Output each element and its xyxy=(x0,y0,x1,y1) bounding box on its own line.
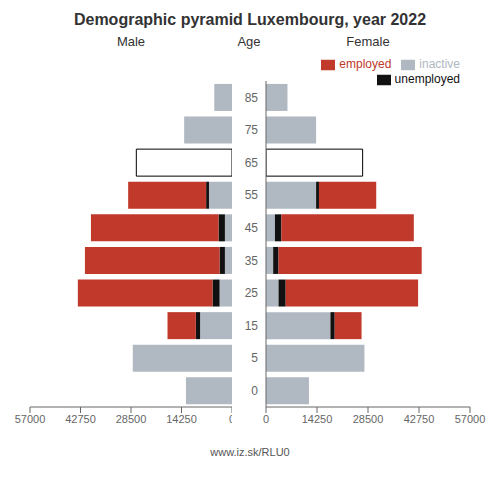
html-text:Female: Female xyxy=(346,34,390,49)
svg-text:65: 65 xyxy=(245,156,259,170)
html-text:Male: Male xyxy=(116,34,146,49)
svg-text:57000: 57000 xyxy=(15,413,46,425)
svg-text:42750: 42750 xyxy=(404,413,435,425)
svg-text:45: 45 xyxy=(245,221,259,235)
svg-text:15: 15 xyxy=(245,319,259,333)
html-text:employed: employed xyxy=(339,57,392,71)
svg-text:0: 0 xyxy=(229,413,232,425)
svg-text:42750: 42750 xyxy=(65,413,96,425)
html-text:www.iz.sk/RLU0: www.iz.sk/RLU0 xyxy=(210,446,290,458)
html-text:unemployed: unemployed xyxy=(394,71,460,86)
svg-text:14250: 14250 xyxy=(302,413,333,425)
svg-text:55: 55 xyxy=(245,188,259,202)
svg-text:25: 25 xyxy=(245,286,259,300)
svg-text:75: 75 xyxy=(245,123,259,137)
svg-text:14250: 14250 xyxy=(166,413,197,425)
html-text:inactive: inactive xyxy=(419,57,460,71)
html-text:Age: Age xyxy=(237,34,261,49)
svg-text:28500: 28500 xyxy=(116,413,147,425)
svg-text:5: 5 xyxy=(251,351,258,365)
svg-text:57000: 57000 xyxy=(455,413,486,425)
svg-text:35: 35 xyxy=(245,254,259,268)
svg-text:28500: 28500 xyxy=(353,413,384,425)
html-text:Demographic pyramid Luxembourg: Demographic pyramid Luxembourg, year 202… xyxy=(73,11,427,28)
svg-text:0: 0 xyxy=(251,384,258,398)
svg-text:85: 85 xyxy=(245,91,259,105)
svg-text:0: 0 xyxy=(263,413,269,425)
